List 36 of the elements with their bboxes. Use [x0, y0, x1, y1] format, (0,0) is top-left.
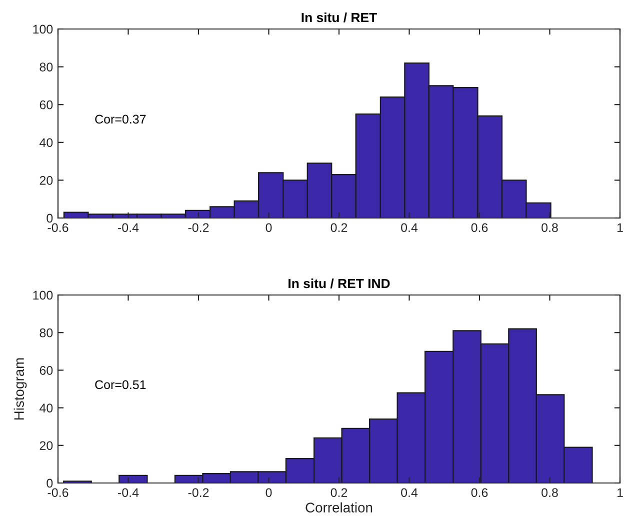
y-tick-label: 40	[40, 404, 53, 412]
x-tick-label: -0.6	[48, 223, 68, 232]
x-tick-label: -0.6	[48, 488, 68, 498]
x-tick-label: 0.4	[401, 223, 418, 232]
y-tick-label: 80	[40, 62, 53, 72]
annotation: Cor=0.51	[95, 380, 146, 390]
y-tick-label: 40	[40, 138, 53, 148]
chart-title: In situ / RET	[302, 12, 377, 22]
x-tick-label: 0.2	[330, 223, 348, 232]
x-tick-label: -0.4	[118, 223, 139, 232]
x-axis-title: Correlation	[306, 502, 372, 512]
y-axis-title: Histogram	[14, 358, 27, 420]
x-tick-label: 0.4	[401, 488, 418, 498]
x-tick-label: 1	[617, 488, 623, 497]
y-tick-label: 60	[40, 366, 53, 375]
y-tick-label: 100	[33, 290, 53, 300]
y-tick-label: 20	[40, 176, 53, 185]
x-tick-label: 0.6	[471, 223, 488, 232]
y-tick-label: 80	[40, 328, 53, 338]
y-tick-label: 0	[46, 214, 53, 223]
y-tick-label: 20	[40, 441, 53, 450]
y-tick-label: 0	[46, 478, 53, 488]
x-tick-label: -0.2	[188, 223, 209, 232]
x-tick-label: 0.2	[330, 488, 348, 498]
chart-title: In situ / RET IND	[288, 278, 390, 288]
x-tick-label: 0.8	[542, 488, 558, 498]
x-tick-label: 0	[266, 223, 272, 232]
y-tick-label: 60	[40, 100, 53, 110]
x-tick-label: 0.8	[542, 223, 558, 232]
x-tick-label: -0.4	[118, 488, 139, 498]
x-tick-label: 0	[266, 488, 272, 498]
x-tick-label: 0.6	[471, 488, 488, 498]
x-tick-label: 1	[617, 223, 623, 232]
annotation: Cor=0.37	[95, 114, 146, 124]
y-tick-label: 100	[33, 24, 53, 34]
x-tick-label: -0.2	[188, 488, 209, 498]
